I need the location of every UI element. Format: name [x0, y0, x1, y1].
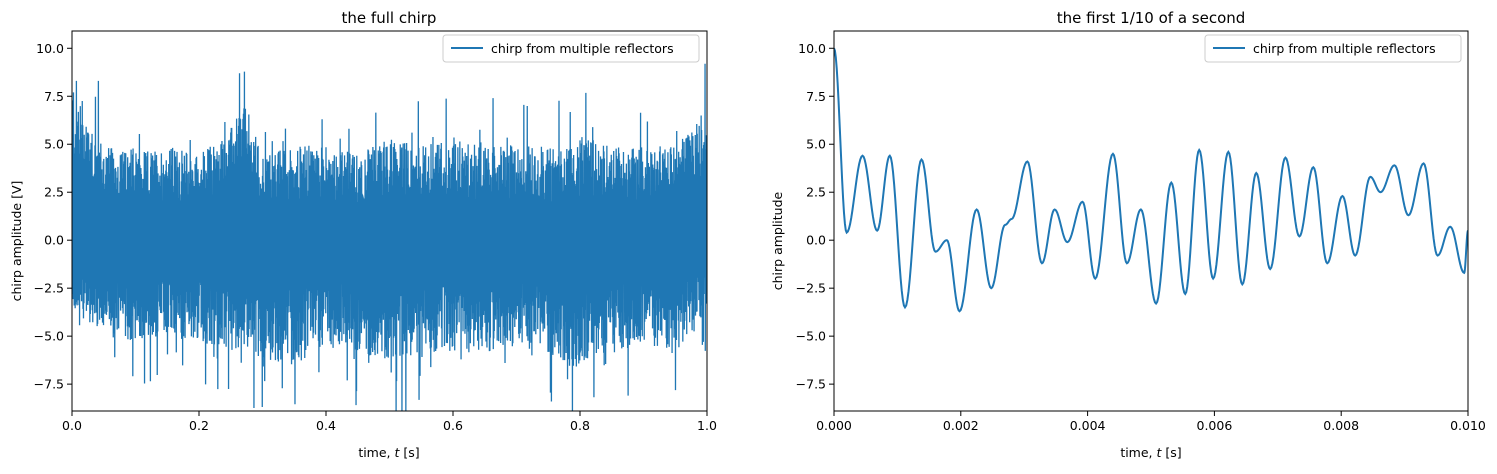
plot-area	[833, 30, 1469, 412]
legend: chirp from multiple reflectors	[1204, 34, 1462, 63]
y-tick-label: 7.5	[806, 89, 826, 104]
x-tick-label: 0.010	[1450, 418, 1486, 433]
y-tick-label: 2.5	[806, 185, 826, 200]
chart-title: the full chirp	[342, 9, 437, 27]
x-tick-label: 0.6	[443, 418, 463, 433]
legend-box	[442, 34, 700, 63]
axis-ticks: 0.000 0.002 0.004 0.006 0.008 0.010 −7.5 −5.0 −2…	[796, 41, 1486, 433]
y-tick-label: −5.0	[34, 329, 64, 344]
axis-ticks: 0.0 0.2 0.4 0.6 0.8 1.0 −7.5 −5.0 −2.5 0.0 2.5 5.0 7…	[34, 41, 717, 433]
legend-label: chirp from multiple reflectors	[491, 41, 674, 56]
x-axis-label: time, t [s]	[358, 445, 419, 460]
axes-frame	[71, 30, 708, 412]
y-tick-label: 0.0	[806, 233, 826, 248]
series-line	[72, 63, 707, 411]
x-tick-label: 0.000	[816, 418, 852, 433]
y-tick-label: 5.0	[44, 137, 64, 152]
axes-frame	[833, 30, 1469, 412]
y-tick-label: −7.5	[796, 377, 826, 392]
x-tick-label: 0.2	[189, 418, 209, 433]
legend: chirp from multiple reflectors	[442, 34, 700, 63]
plot-area	[71, 30, 708, 412]
y-axis-label: chirp amplitude	[770, 191, 785, 290]
chart-title: the first 1/10 of a second	[1057, 9, 1246, 27]
first-tenth-second-chart: the first 1/10 of a second 0.000 0.002 0.0…	[770, 9, 1486, 460]
x-tick-label: 0.004	[1070, 418, 1106, 433]
y-tick-label: 2.5	[44, 185, 64, 200]
y-tick-label: 0.0	[44, 233, 64, 248]
y-tick-label: −2.5	[34, 281, 64, 296]
y-axis-label: chirp amplitude [V]	[9, 181, 24, 302]
y-tick-label: −5.0	[796, 329, 826, 344]
y-tick-label: 7.5	[44, 89, 64, 104]
x-tick-label: 0.4	[316, 418, 336, 433]
x-tick-label: 0.002	[943, 418, 979, 433]
legend-box	[1204, 34, 1462, 63]
x-tick-label: 0.008	[1323, 418, 1359, 433]
y-tick-label: −7.5	[34, 377, 64, 392]
series-group	[72, 63, 707, 411]
series-line	[834, 47, 1468, 313]
x-axis-label: time, t [s]	[1120, 445, 1181, 460]
y-tick-label: 10.0	[36, 41, 64, 56]
y-tick-label: 10.0	[798, 41, 826, 56]
full-chirp-chart: the full chirp 0.0 0.2 0.4 0.6 0.8 1.0 −7.5 −5.…	[9, 9, 717, 460]
x-tick-label: 1.0	[697, 418, 717, 433]
y-tick-label: −2.5	[796, 281, 826, 296]
series-group	[834, 47, 1468, 313]
x-tick-label: 0.006	[1197, 418, 1233, 433]
legend-label: chirp from multiple reflectors	[1253, 41, 1436, 56]
y-tick-label: 5.0	[806, 137, 826, 152]
x-tick-label: 0.8	[570, 418, 590, 433]
x-tick-label: 0.0	[62, 418, 82, 433]
